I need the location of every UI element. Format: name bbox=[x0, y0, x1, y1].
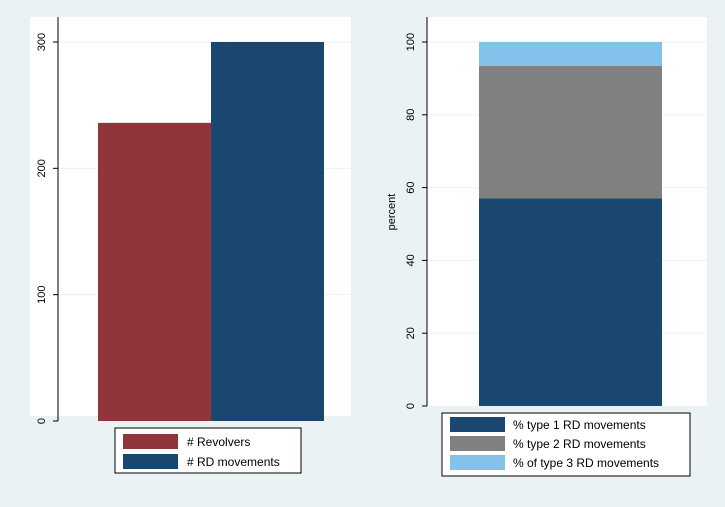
legend-label: # Revolvers bbox=[187, 435, 250, 449]
y-tick-label: 40 bbox=[405, 254, 417, 266]
y-tick-label: 80 bbox=[405, 109, 417, 121]
bar bbox=[211, 42, 324, 421]
y-tick-label: 100 bbox=[36, 285, 48, 303]
y-tick-label: 0 bbox=[405, 403, 417, 409]
y-tick-label: 20 bbox=[405, 327, 417, 339]
legend-swatch bbox=[450, 455, 505, 470]
legend-swatch bbox=[123, 434, 178, 449]
legend-label: % of type 3 RD movements bbox=[513, 456, 659, 470]
stack-segment bbox=[479, 42, 662, 67]
legend-label: % type 1 RD movements bbox=[513, 418, 646, 432]
stack-segment bbox=[479, 66, 662, 199]
y-tick-label: 300 bbox=[36, 33, 48, 51]
y-tick-label: 100 bbox=[405, 33, 417, 51]
legend-label: # RD movements bbox=[187, 455, 280, 469]
legend-swatch bbox=[123, 454, 178, 469]
legend-label: % type 2 RD movements bbox=[513, 437, 646, 451]
legend-swatch bbox=[450, 436, 505, 451]
y-tick-label: 200 bbox=[36, 159, 48, 177]
y-axis-label-2: percent bbox=[386, 194, 398, 231]
y-tick-label: 0 bbox=[36, 418, 48, 424]
bar bbox=[98, 122, 211, 421]
stack-segment bbox=[479, 198, 662, 406]
legend-swatch bbox=[450, 417, 505, 432]
y-tick-label: 60 bbox=[405, 181, 417, 193]
